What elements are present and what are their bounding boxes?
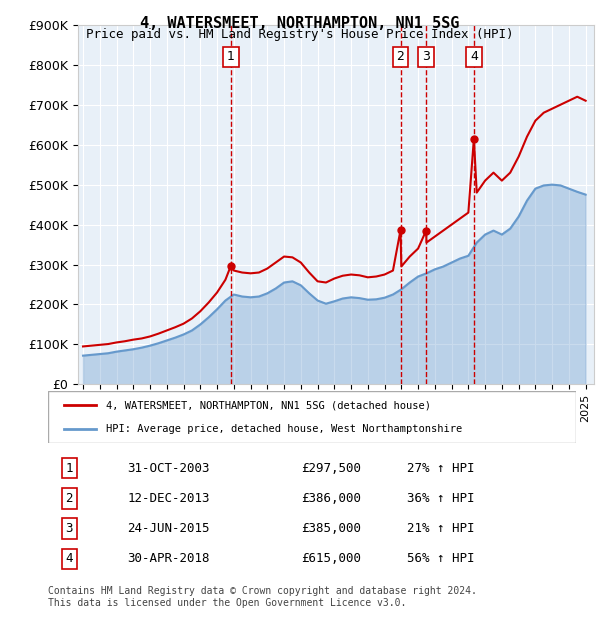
Text: £386,000: £386,000	[301, 492, 361, 505]
Text: 36% ↑ HPI: 36% ↑ HPI	[407, 492, 475, 505]
Text: 24-JUN-2015: 24-JUN-2015	[127, 522, 210, 535]
Text: Price paid vs. HM Land Registry's House Price Index (HPI): Price paid vs. HM Land Registry's House …	[86, 28, 514, 41]
Text: HPI: Average price, detached house, West Northamptonshire: HPI: Average price, detached house, West…	[106, 423, 463, 433]
Text: 21% ↑ HPI: 21% ↑ HPI	[407, 522, 475, 535]
Text: 56% ↑ HPI: 56% ↑ HPI	[407, 552, 475, 565]
Text: 1: 1	[227, 50, 235, 63]
Text: 4: 4	[470, 50, 478, 63]
FancyBboxPatch shape	[48, 391, 576, 443]
Text: £615,000: £615,000	[301, 552, 361, 565]
Text: 2: 2	[397, 50, 404, 63]
Text: Contains HM Land Registry data © Crown copyright and database right 2024.
This d: Contains HM Land Registry data © Crown c…	[48, 586, 477, 608]
Text: 4, WATERSMEET, NORTHAMPTON, NN1 5SG (detached house): 4, WATERSMEET, NORTHAMPTON, NN1 5SG (det…	[106, 401, 431, 410]
Text: 1: 1	[65, 462, 73, 475]
Text: 31-OCT-2003: 31-OCT-2003	[127, 462, 210, 475]
Text: 4, WATERSMEET, NORTHAMPTON, NN1 5SG: 4, WATERSMEET, NORTHAMPTON, NN1 5SG	[140, 16, 460, 30]
Text: 30-APR-2018: 30-APR-2018	[127, 552, 210, 565]
Text: 12-DEC-2013: 12-DEC-2013	[127, 492, 210, 505]
Text: 27% ↑ HPI: 27% ↑ HPI	[407, 462, 475, 475]
Text: 3: 3	[65, 522, 73, 535]
Text: 2: 2	[65, 492, 73, 505]
Text: 4: 4	[65, 552, 73, 565]
Text: 3: 3	[422, 50, 430, 63]
Text: £385,000: £385,000	[301, 522, 361, 535]
Text: £297,500: £297,500	[301, 462, 361, 475]
